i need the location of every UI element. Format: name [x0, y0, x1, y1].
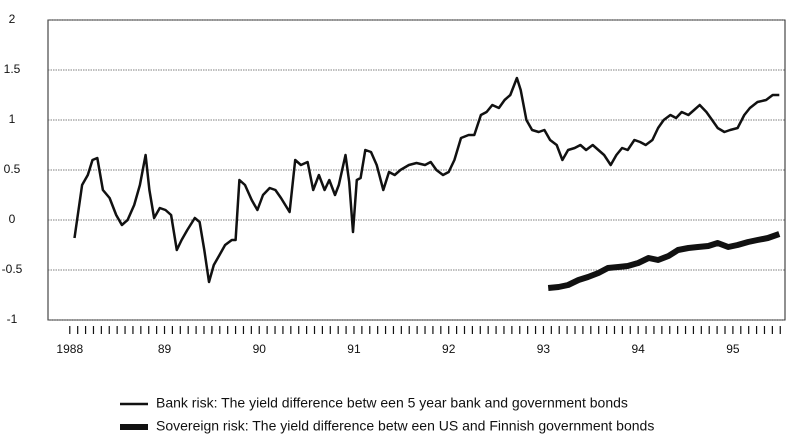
y-tick-label: 0.5 [4, 162, 21, 176]
y-tick-label: -0.5 [2, 262, 23, 276]
x-tick-label: 91 [347, 342, 361, 356]
y-tick-label: -1 [7, 312, 18, 326]
y-tick-label: 1 [9, 112, 16, 126]
series-line [547, 231, 781, 291]
x-tick-label: 90 [253, 342, 267, 356]
x-tick-label: 1988 [56, 342, 83, 356]
x-tick-label: 94 [631, 342, 645, 356]
y-tick-label: 0 [9, 212, 16, 226]
y-tick-label: 2 [9, 12, 16, 26]
x-tick-label: 89 [158, 342, 172, 356]
y-tick-label: 1.5 [4, 62, 21, 76]
legend-label: Sovereign risk: The yield difference bet… [156, 418, 654, 434]
x-tick-label: 95 [726, 342, 740, 356]
legend-label: Bank risk: The yield difference betw een… [156, 395, 628, 411]
x-tick-label: 93 [537, 342, 551, 356]
x-tick-label: 92 [442, 342, 456, 356]
series-line [73, 76, 780, 284]
